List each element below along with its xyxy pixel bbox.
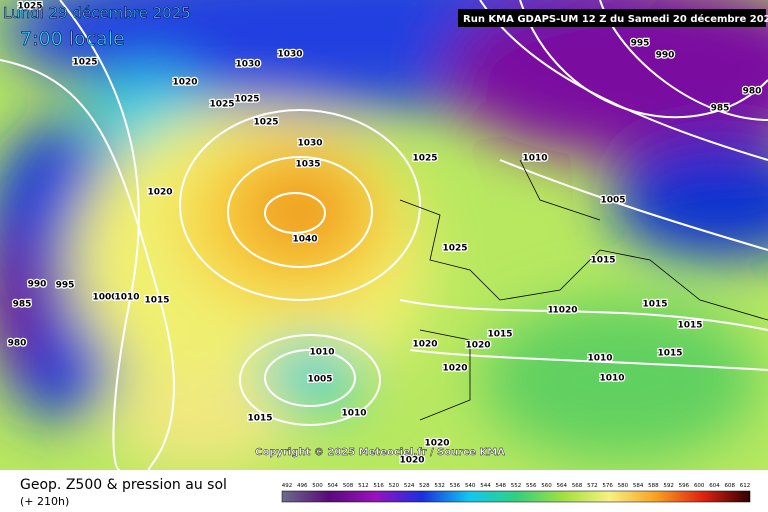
product-title: Geop. Z500 & pression au sol	[20, 477, 227, 493]
scale-label: 532	[434, 483, 445, 489]
scale-label: 528	[419, 483, 430, 489]
isobar-label: 980	[8, 339, 27, 349]
isobar-label: 1020	[465, 341, 490, 351]
isobar-label: 1025	[17, 2, 42, 12]
isobar-label: 1015	[144, 296, 169, 306]
isobar-label: 1025	[72, 58, 97, 68]
scale-label: 568	[572, 483, 583, 489]
scale-label: 520	[389, 483, 400, 489]
isobar-label: 990	[28, 280, 47, 290]
isobar-label: 1030	[297, 139, 322, 149]
map-field	[0, 0, 768, 470]
isobar-label: 1025	[253, 118, 278, 128]
scale-label: 492	[282, 483, 293, 489]
isobar-label: 1015	[487, 330, 512, 340]
isobar-label: 1010	[547, 306, 572, 316]
color-scale	[281, 490, 751, 503]
isobar-label: 995	[631, 39, 650, 49]
isobar-label: 1010	[309, 348, 334, 358]
isobar-label: 1005	[307, 375, 332, 385]
scale-label: 612	[740, 483, 751, 489]
scale-label: 552	[511, 483, 522, 489]
isobar-label: 1025	[412, 154, 437, 164]
isobar-label: 1010	[599, 374, 624, 384]
isobar-label: 1015	[677, 321, 702, 331]
isobar-label: 1015	[657, 349, 682, 359]
copyright: Copyright © 2025 Meteociel.fr / Source K…	[255, 447, 505, 458]
scale-label: 604	[709, 483, 720, 489]
isobar-label: 1025	[209, 100, 234, 110]
isobar-label: 1035	[295, 160, 320, 170]
isobar-label: 1020	[442, 364, 467, 374]
scale-label: 556	[526, 483, 537, 489]
isobar-label: 1010	[522, 154, 547, 164]
isobar-label: 985	[711, 104, 730, 114]
isobar-label: 1010	[341, 409, 366, 419]
scale-label: 544	[480, 483, 491, 489]
scale-label: 524	[404, 483, 415, 489]
scale-label: 508	[343, 483, 354, 489]
isobar-label: 1020	[147, 188, 172, 198]
scale-label: 500	[312, 483, 323, 489]
isobar-label: 1025	[442, 244, 467, 254]
isobar-label: 1040	[292, 235, 317, 245]
lead-time: (+ 210h)	[20, 495, 69, 508]
scale-label: 596	[679, 483, 690, 489]
forecast-date: Lundi 29 décembre 2025	[3, 4, 191, 22]
scale-label: 572	[587, 483, 598, 489]
isobar-label: 995	[56, 281, 75, 291]
scale-label: 560	[541, 483, 552, 489]
scale-label: 588	[648, 483, 659, 489]
isobar-label: 1005	[600, 196, 625, 206]
isobar-label: 1020	[424, 439, 449, 449]
isobar-label: 1015	[247, 414, 272, 424]
isobar-label: 1015	[590, 256, 615, 266]
isobar-label: 1025	[234, 95, 259, 105]
scale-label: 608	[724, 483, 735, 489]
isobar-label: 1030	[235, 60, 260, 70]
isobar-label: 1000	[92, 293, 117, 303]
color-scale-labels: 492 496 500 504 508 512 516 520 524 528 532 536 540 5…	[282, 483, 751, 489]
scale-label: 540	[465, 483, 476, 489]
scale-label: 512	[358, 483, 369, 489]
isobar-label: 1010	[114, 293, 139, 303]
scale-label: 592	[663, 483, 674, 489]
scale-label: 536	[450, 483, 461, 489]
scale-label: 504	[328, 483, 339, 489]
scale-label: 516	[373, 483, 384, 489]
scale-label: 548	[495, 483, 506, 489]
isobar-label: 980	[743, 87, 762, 97]
scale-label: 564	[557, 483, 568, 489]
isobar-label: 990	[656, 51, 675, 61]
isobar-label: 1020	[552, 306, 577, 316]
isobar-label: 1020	[399, 456, 424, 466]
isobar-label: 1010	[587, 354, 612, 364]
forecast-time: 7:00 locale	[20, 28, 125, 50]
isobar-label: 1020	[172, 78, 197, 88]
scale-label: 576	[602, 483, 613, 489]
scale-label: 496	[297, 483, 308, 489]
isobar-label: 1015	[642, 300, 667, 310]
isobar-label: 1020	[412, 340, 437, 350]
scale-label: 600	[694, 483, 705, 489]
isobar-label: 985	[13, 300, 32, 310]
run-box	[458, 9, 766, 27]
run-info: Run KMA GDAPS-UM 12 Z du Samedi 20 décem…	[463, 13, 768, 25]
isobar-label: 1030	[277, 50, 302, 60]
scale-label: 584	[633, 483, 644, 489]
scale-label: 580	[618, 483, 629, 489]
